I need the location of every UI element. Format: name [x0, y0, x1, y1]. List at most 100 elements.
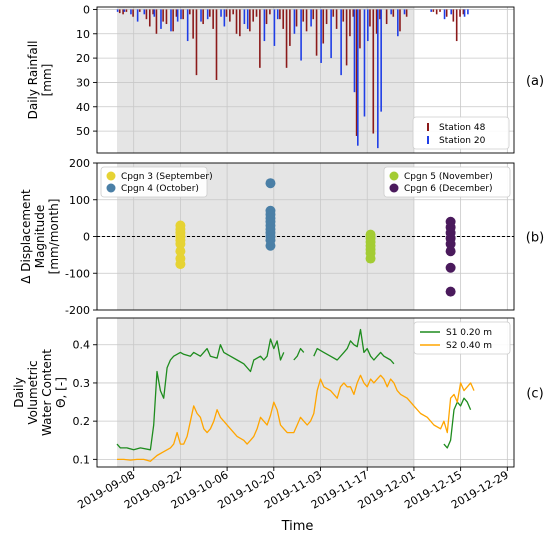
- rainfall-bar: [152, 9, 154, 15]
- legend-entry-label: Station 48: [439, 123, 486, 133]
- rainfall-bar: [403, 9, 406, 15]
- rainfall-bar: [355, 9, 358, 136]
- rainfall-bar: [123, 9, 126, 12]
- y-tick-label: 200: [69, 157, 90, 170]
- rainfall-bar: [300, 9, 302, 61]
- rainfall-bar: [116, 9, 119, 12]
- rainfall-bar: [155, 9, 158, 34]
- rainfall-bar: [377, 9, 379, 149]
- rainfall-bar: [195, 9, 198, 76]
- legend-box: [413, 321, 511, 355]
- rainfall-bar: [153, 9, 156, 17]
- rainfall-bar: [340, 9, 342, 76]
- panel-letter: (a): [526, 74, 544, 89]
- panel-letter: (c): [526, 387, 543, 402]
- rainfall-bar: [239, 9, 241, 37]
- rainfall-bar: [165, 9, 168, 25]
- rainfall-bar: [255, 9, 258, 17]
- shaded-period: [117, 318, 414, 467]
- rainfall-bar: [229, 9, 231, 22]
- rainfall-bar: [467, 9, 469, 15]
- rainfall-bar: [357, 9, 359, 146]
- rainfall-bar: [435, 9, 438, 15]
- rainfall-bar: [170, 9, 172, 32]
- rainfall-bar: [273, 9, 276, 46]
- legend-entry-label: Cpgn 4 (October): [121, 184, 199, 194]
- y-tick-label: 50: [76, 125, 90, 138]
- water-content-line: [293, 347, 305, 361]
- rainfall-bar: [369, 9, 371, 27]
- displacement-point: [365, 253, 376, 264]
- rainfall-bar: [445, 9, 448, 17]
- rainfall-bar: [315, 9, 318, 56]
- water-content-line: [117, 374, 475, 462]
- rainfall-bar: [353, 9, 356, 93]
- rainfall-bars: [116, 9, 469, 149]
- rainfall-bar: [455, 9, 458, 42]
- legend-box: [383, 166, 511, 198]
- rainfall-bar: [302, 9, 305, 22]
- y-tick-label: 0.3: [73, 377, 91, 390]
- y-tick-label: 20: [76, 52, 90, 65]
- rainfall-bar: [269, 9, 271, 15]
- y-axis-label-line: Daily Rainfall: [26, 41, 40, 120]
- rainfall-bar: [405, 9, 408, 17]
- rainfall-bar: [160, 9, 162, 29]
- rainfall-bar: [143, 9, 146, 15]
- rainfall-bar: [148, 9, 151, 27]
- legend-marker: [389, 183, 399, 193]
- legend: S1 0.20 m S2 0.40 m: [413, 321, 511, 355]
- rainfall-bar: [322, 9, 325, 44]
- y-axis-label-line: [mm/month]: [47, 199, 61, 275]
- rainfall-bar: [359, 9, 361, 49]
- displacement-point: [175, 238, 186, 249]
- rainfall-bar: [305, 9, 308, 32]
- rainfall-bar: [462, 9, 465, 15]
- x-axis-ticks: 2019-09-082019-09-222019-10-062019-10-20…: [75, 467, 511, 512]
- rainfall-bar: [439, 9, 441, 12]
- displacement-point: [175, 246, 186, 257]
- rainfall-bar: [399, 9, 401, 32]
- y-tick-label: 30: [76, 76, 90, 89]
- rainfall-bar: [312, 9, 315, 20]
- y-tick-label: -200: [65, 304, 90, 317]
- rainfall-bar: [282, 9, 285, 29]
- rainfall-bar: [352, 9, 355, 17]
- rainfall-bar: [252, 9, 254, 22]
- legend-box: [100, 166, 208, 198]
- legend-box: [412, 116, 510, 150]
- y-axis-label-line: Water Content: [40, 349, 54, 436]
- rainfall-bar: [246, 9, 249, 29]
- rainfall-bar: [186, 9, 189, 42]
- rainfall-bar: [385, 9, 388, 25]
- legend-right: Cpgn 5 (November) Cpgn 6 (December): [383, 166, 511, 198]
- rainfall-bar: [265, 9, 268, 25]
- rainfall-bar: [200, 9, 202, 22]
- rainfall-bar: [345, 9, 348, 66]
- rainfall-panel: 0 10 20 30 40 50 Daily Rainfall[mm] (a) Stati…: [26, 3, 544, 154]
- y-tick-label: 100: [69, 194, 90, 207]
- plot-frame: [96, 6, 515, 154]
- y-axis-label-line: Δ Displacement: [19, 189, 33, 284]
- rainfall-bar: [212, 9, 214, 29]
- rainfall-bar: [397, 9, 399, 37]
- rainfall-bar: [432, 9, 435, 12]
- legend: Station 48 Station 20: [412, 116, 510, 150]
- rainfall-bar: [392, 9, 395, 17]
- legend-marker: [106, 171, 116, 181]
- rainfall-bar: [289, 9, 291, 46]
- rainfall-bar: [332, 9, 335, 17]
- plot-frame: [96, 317, 515, 468]
- legend-entry-label: Cpgn 6 (December): [404, 184, 493, 194]
- y-tick-label: 0: [83, 231, 90, 244]
- rainfall-bar: [162, 9, 164, 22]
- displacement-point: [445, 286, 456, 297]
- rainfall-bar: [372, 9, 375, 134]
- rainfall-bar: [276, 9, 279, 20]
- rainfall-bar: [145, 9, 148, 20]
- rainfall-bar: [452, 9, 455, 22]
- rainfall-bar: [379, 9, 381, 20]
- rainfall-bar: [192, 9, 194, 39]
- rainfall-bar: [380, 9, 382, 112]
